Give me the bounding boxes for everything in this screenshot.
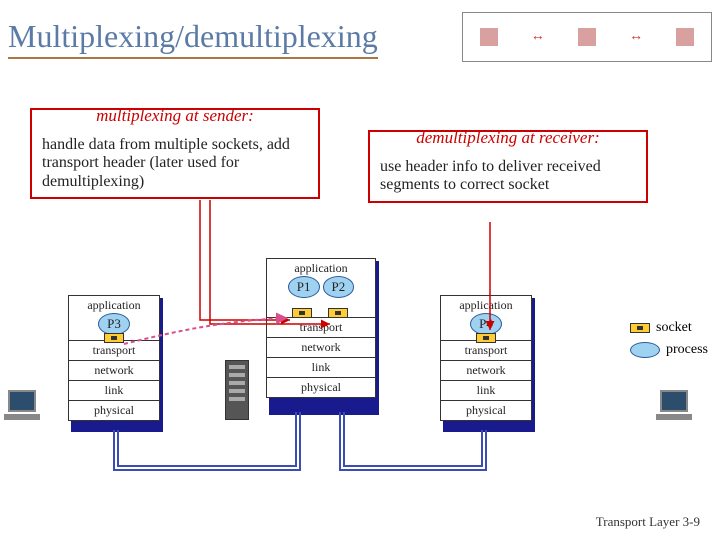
- callout-mux-body: handle data from multiple sockets, add t…: [42, 136, 308, 191]
- legend-socket-label: socket: [656, 320, 692, 336]
- layer-transport: transport: [441, 340, 531, 360]
- legend-process-icon: [630, 342, 660, 358]
- callout-demux-body: use header info to deliver received segm…: [380, 158, 636, 195]
- callout-mux: multiplexing at sender: handle data from…: [30, 108, 320, 199]
- host-stack-center: application P1 P2 transport network link…: [266, 258, 376, 398]
- callout-demux: demultiplexing at receiver: use header i…: [368, 130, 648, 203]
- socket-icon: [476, 333, 496, 343]
- process-p2: P2: [323, 276, 355, 298]
- sockets-center: [292, 308, 348, 318]
- socket-icon: [328, 308, 348, 318]
- legend-socket-icon: [630, 323, 650, 333]
- computer-left: [4, 390, 44, 432]
- layer-physical: physical: [69, 400, 159, 420]
- host-stack-right: application P4 transport network link ph…: [440, 295, 532, 421]
- layer-network: network: [69, 360, 159, 380]
- host-stack-left: application P3 transport network link ph…: [68, 295, 160, 421]
- layer-network: network: [267, 337, 375, 357]
- layer-link: link: [69, 380, 159, 400]
- process-p3: P3: [98, 313, 130, 335]
- callout-mux-title: multiplexing at sender:: [42, 106, 308, 126]
- layer-network: network: [441, 360, 531, 380]
- process-p1: P1: [288, 276, 320, 298]
- server-rack: [225, 360, 249, 420]
- sockets-right: [476, 333, 496, 343]
- callout-demux-title: demultiplexing at receiver:: [380, 128, 636, 148]
- layer-link: link: [267, 357, 375, 377]
- layer-link: link: [441, 380, 531, 400]
- footer-text: Transport Layer 3-9: [596, 514, 700, 530]
- layer-physical: physical: [267, 377, 375, 397]
- process-p4: P4: [470, 313, 502, 335]
- header-illustration: ↔ ↔: [462, 12, 712, 62]
- layer-physical: physical: [441, 400, 531, 420]
- computer-right: [656, 390, 696, 432]
- sockets-left: [104, 333, 124, 343]
- legend: socket process: [630, 320, 708, 364]
- layer-transport: transport: [69, 340, 159, 360]
- layer-transport: transport: [267, 317, 375, 337]
- page-title: Multiplexing/demultiplexing: [8, 18, 378, 59]
- socket-icon: [292, 308, 312, 318]
- legend-process-label: process: [666, 342, 708, 358]
- socket-icon: [104, 333, 124, 343]
